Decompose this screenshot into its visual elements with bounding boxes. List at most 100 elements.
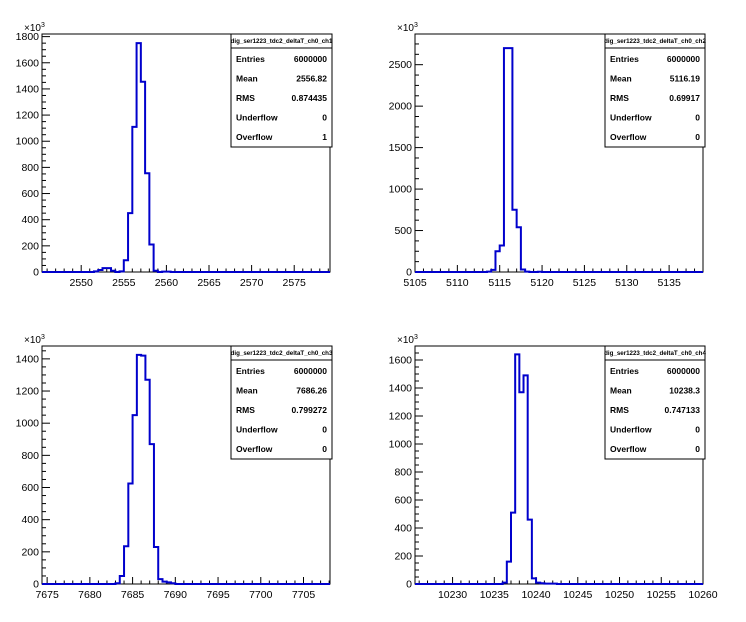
y-tick-label: 1500 xyxy=(389,142,413,154)
stats-label: Entries xyxy=(236,54,265,64)
stats-label: RMS xyxy=(236,405,255,415)
stats-label: Mean xyxy=(610,386,632,396)
histogram-title: dig_ser1223_tdc2_deltaT_ch0_ch1 xyxy=(231,38,333,45)
histogram-line xyxy=(415,353,703,585)
stats-value: 0 xyxy=(695,444,700,454)
y-tick-label: 600 xyxy=(394,495,412,507)
y-tick-label: 2000 xyxy=(389,101,413,113)
x-tick-label: 2550 xyxy=(70,277,94,289)
stats-label: Overflow xyxy=(610,132,647,142)
y-tick-label: 1000 xyxy=(16,418,40,430)
x-tick-label: 5120 xyxy=(530,277,554,289)
x-tick-label: 10235 xyxy=(480,589,509,601)
y-tick-label: 1200 xyxy=(389,411,413,423)
stats-value: 0 xyxy=(322,444,327,454)
histogram-title: dig_ser1223_tdc2_deltaT_ch0_ch2 xyxy=(604,38,706,45)
x-tick-label: 2565 xyxy=(197,277,221,289)
x-tick-label: 7705 xyxy=(292,589,316,601)
y-tick-label: 400 xyxy=(21,214,39,226)
y-tick-label: 200 xyxy=(21,546,39,558)
stats-label: RMS xyxy=(236,93,255,103)
y-tick-label: 1000 xyxy=(16,136,40,148)
y-tick-label: 2500 xyxy=(389,59,413,71)
x-tick-label: 5105 xyxy=(403,277,427,289)
x-tick-label: 7675 xyxy=(35,589,59,601)
stats-box xyxy=(604,33,706,148)
y-tick-label: 0 xyxy=(406,579,412,591)
x-tick-label: 10250 xyxy=(605,589,634,601)
x-tick-label: 7700 xyxy=(249,589,273,601)
y-tick-label: 600 xyxy=(21,482,39,494)
histogram-line xyxy=(42,353,330,585)
stats-value: 0 xyxy=(695,425,700,435)
y-tick-label: 600 xyxy=(21,188,39,200)
x-tick-label: 7695 xyxy=(206,589,230,601)
stats-value: 0.799272 xyxy=(292,405,328,415)
x-tick-label: 10260 xyxy=(688,589,717,601)
histogram-pad: 5105 5110 5115 5120 5125 5130 5135 0 500 1000 1500… xyxy=(389,22,707,289)
histogram-pad: 10230 10235 10240 10245 10250 10255 10260 0 200 4… xyxy=(389,334,718,601)
stats-box xyxy=(604,345,706,460)
histogram-bin xyxy=(141,356,145,584)
x-tick-label: 5110 xyxy=(446,277,469,289)
stats-value: 5116.19 xyxy=(670,74,701,84)
x-tick-label: 7680 xyxy=(78,589,102,601)
y-tick-label: 0 xyxy=(33,267,39,279)
y-tick-label: 1000 xyxy=(389,439,413,451)
stats-value: 0.69917 xyxy=(669,93,700,103)
y-tick-label: 0 xyxy=(406,267,412,279)
y-tick-label: 800 xyxy=(394,467,412,479)
y-exponent-label: ×103 xyxy=(397,334,418,346)
y-tick-label: 800 xyxy=(21,162,39,174)
y-tick-label: 1600 xyxy=(16,57,40,69)
stats-value: 6000000 xyxy=(667,366,700,376)
y-tick-label: 1400 xyxy=(16,353,40,365)
x-tick-label: 7685 xyxy=(121,589,145,601)
stats-box xyxy=(230,33,333,148)
x-tick-label: 10240 xyxy=(521,589,550,601)
y-exponent-label: ×103 xyxy=(397,22,418,34)
x-tick-label: 2560 xyxy=(155,277,179,289)
y-tick-label: 1600 xyxy=(389,355,413,367)
stats-value: 0 xyxy=(322,113,327,123)
y-tick-label: 200 xyxy=(394,551,412,563)
stats-value: 0 xyxy=(322,425,327,435)
stats-value: 10238.3 xyxy=(669,386,700,396)
y-tick-label: 500 xyxy=(394,225,412,237)
stats-value: 2556.82 xyxy=(296,74,327,84)
stats-value: 6000000 xyxy=(294,54,327,64)
y-tick-label: 1200 xyxy=(16,386,40,398)
histogram-pad: 2550 2555 2560 2565 2570 25750200400600800100… xyxy=(16,22,333,289)
stats-box xyxy=(230,345,333,460)
stats-value: 0 xyxy=(695,113,700,123)
stats-label: Mean xyxy=(236,386,258,396)
stats-value: 6000000 xyxy=(294,366,327,376)
stats-value: 6000000 xyxy=(667,54,700,64)
histogram-line xyxy=(42,42,330,273)
x-tick-label: 7690 xyxy=(164,589,188,601)
stats-value: 1 xyxy=(322,132,327,142)
y-tick-label: 1400 xyxy=(16,83,40,95)
y-tick-label: 1000 xyxy=(389,184,413,196)
histogram-title: dig_ser1223_tdc2_deltaT_ch0_ch3 xyxy=(231,350,333,357)
x-tick-label: 2575 xyxy=(283,277,307,289)
stats-label: RMS xyxy=(610,93,629,103)
stats-value: 0 xyxy=(695,132,700,142)
stats-label: Underflow xyxy=(236,113,278,123)
x-tick-label: 2570 xyxy=(240,277,264,289)
stats-label: RMS xyxy=(610,405,629,415)
y-exponent-label: ×103 xyxy=(24,334,45,346)
stats-label: Underflow xyxy=(610,113,652,123)
y-tick-label: 1800 xyxy=(16,31,40,43)
x-tick-label: 10230 xyxy=(438,589,467,601)
y-tick-label: 0 xyxy=(33,579,39,591)
stats-value: 7686.26 xyxy=(296,386,327,396)
x-tick-label: 5125 xyxy=(573,277,597,289)
histogram-line xyxy=(415,47,703,273)
stats-label: Underflow xyxy=(236,425,278,435)
y-tick-label: 400 xyxy=(394,523,412,535)
y-tick-label: 200 xyxy=(21,240,39,252)
stats-label: Overflow xyxy=(236,444,273,454)
stats-label: Underflow xyxy=(610,425,652,435)
